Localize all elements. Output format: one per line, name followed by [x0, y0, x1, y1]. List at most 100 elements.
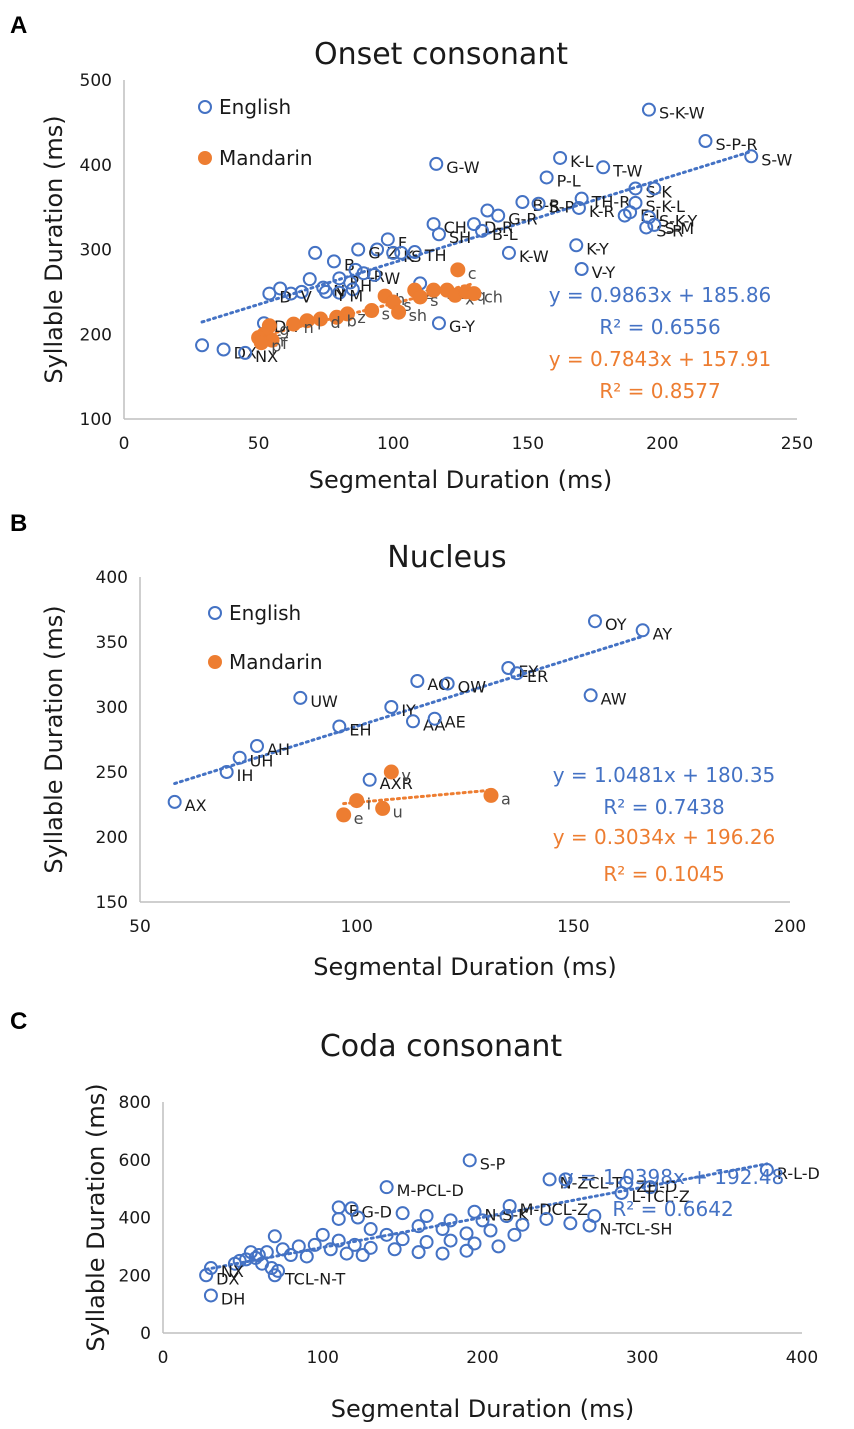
panel-b: B Nucleus 50 100 150 200 150 200 250 300 350 400 Se…: [0, 500, 854, 1000]
data-point-english: [459, 1226, 474, 1241]
point-label: AY: [653, 624, 673, 643]
panel-letter-c: C: [10, 1008, 28, 1035]
panel-a: A Onset consonant 0 50 100 150 200 250 100 200 30…: [0, 0, 854, 500]
data-point-mandarin: [375, 800, 391, 816]
data-point-english: [199, 1268, 214, 1283]
data-point-mandarin: [412, 289, 428, 305]
point-label: S-R: [656, 221, 683, 240]
data-point-english: [307, 1237, 322, 1252]
data-point-english: [318, 284, 333, 299]
data-point-english: [362, 772, 377, 787]
data-point-english: [635, 623, 650, 638]
data-point-english: [435, 1246, 450, 1261]
point-label: DX: [216, 1269, 239, 1288]
panel-letter-a: A: [10, 12, 28, 39]
point-label: B: [349, 1201, 360, 1220]
point-label: AW: [601, 689, 627, 708]
x-tick-label: 200: [646, 434, 678, 454]
x-axis-label: Segmental Duration (ms): [309, 466, 612, 494]
data-point-english: [227, 1256, 242, 1271]
data-point-english: [332, 285, 347, 300]
data-point-english: [395, 1232, 410, 1247]
data-point-english: [587, 1209, 602, 1224]
data-point-english: [443, 1233, 458, 1248]
data-point-mandarin: [426, 282, 442, 298]
trendline-english: [173, 634, 645, 786]
point-label: S-K-W: [659, 104, 705, 123]
y-tick-label: 300: [96, 698, 128, 718]
x-tick-label: 200: [774, 917, 806, 937]
point-label: sh: [409, 306, 427, 325]
data-point-english: [232, 750, 247, 765]
data-point-english: [483, 1223, 498, 1238]
data-point-english: [558, 1172, 573, 1187]
data-point-english: [331, 1211, 346, 1226]
point-label: V-Y: [592, 263, 616, 282]
data-point-english: [384, 700, 399, 714]
point-label: K-Y: [586, 239, 609, 258]
data-point-english: [641, 102, 656, 117]
data-point-english: [419, 1209, 434, 1224]
data-point-english: [195, 338, 210, 353]
data-point-english: [347, 1237, 362, 1252]
data-point-english: [698, 134, 713, 149]
data-point-english: [293, 690, 308, 705]
trendline-r2: R² = 0.8577: [599, 379, 720, 403]
y-tick-label: 200: [80, 325, 112, 345]
data-point-mandarin: [383, 764, 399, 780]
point-label: G-R: [508, 210, 537, 229]
data-point-english: [259, 1245, 274, 1260]
data-point-english: [343, 275, 358, 290]
y-tick-label: 0: [140, 1324, 151, 1344]
point-label: S-P-R: [715, 135, 757, 154]
point-label: H: [360, 277, 372, 296]
point-label: B: [344, 255, 355, 274]
data-point-english: [427, 711, 442, 726]
data-point-english: [466, 217, 481, 232]
data-point-english: [419, 1235, 434, 1250]
trendline-r2: R² = 0.6556: [599, 315, 720, 339]
data-point-english: [429, 156, 444, 171]
point-label: K-W: [519, 247, 549, 266]
point-label: TH-R: [591, 193, 631, 212]
point-label: N-TCL-SH: [600, 1220, 673, 1239]
data-point-english: [647, 181, 662, 196]
point-label: D-R: [484, 218, 513, 237]
data-point-mandarin: [286, 316, 302, 332]
data-point-english: [370, 242, 385, 257]
data-point-english: [264, 1261, 279, 1276]
point-label: M: [349, 287, 363, 306]
data-point-english: [614, 1185, 629, 1200]
data-point-english: [480, 203, 495, 218]
data-point-english: [262, 286, 277, 301]
trendline-equation: y = 1.0398x + 192.48: [562, 1165, 785, 1189]
point-label: F: [398, 233, 407, 252]
data-point-english: [387, 1242, 402, 1257]
data-point-english: [440, 676, 455, 691]
data-point-english: [462, 1153, 477, 1168]
point-label: G-D: [362, 1202, 393, 1221]
data-point-english: [571, 200, 586, 215]
point-label: K-R: [589, 202, 615, 221]
y-axis-label: Syllable Duration (ms): [82, 1083, 110, 1351]
data-point-english: [583, 688, 598, 703]
point-label: ch: [484, 288, 503, 307]
point-label: c: [468, 264, 477, 283]
point-label: TH: [424, 246, 447, 265]
data-point-english: [431, 227, 446, 242]
point-label: a: [501, 789, 511, 808]
point-label: TCL-N-T: [284, 1269, 346, 1288]
point-label: K-L: [570, 152, 594, 171]
data-point-english: [332, 719, 347, 734]
point-label: v: [401, 766, 410, 785]
data-point-english: [363, 1222, 378, 1237]
data-point-english: [467, 1236, 482, 1251]
legend-marker-english: [208, 606, 222, 620]
point-label: IH: [237, 766, 254, 785]
data-point-english: [491, 1239, 506, 1254]
data-point-english: [515, 1217, 530, 1232]
data-point-english: [323, 1242, 338, 1257]
data-point-english: [510, 666, 524, 681]
point-label: u: [393, 802, 403, 821]
panel-c: C Coda consonant 0 100 200 300 400 0 200 400 600 8…: [0, 1000, 854, 1429]
